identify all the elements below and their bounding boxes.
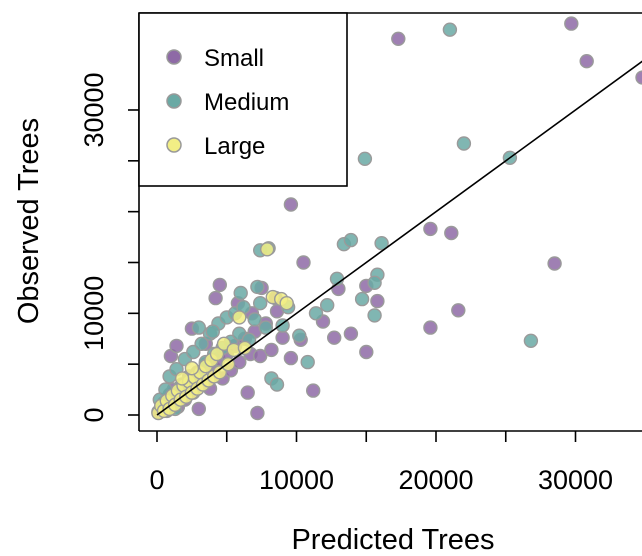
data-point-small-47 xyxy=(359,344,374,360)
data-point-small-31 xyxy=(169,338,184,354)
data-point-medium-47 xyxy=(456,136,472,151)
data-point-medium-34 xyxy=(292,328,307,343)
data-point-small-53 xyxy=(296,255,311,270)
data-point-medium-28 xyxy=(275,318,290,333)
x-axis-ticks: 0 10000 20000 30000 xyxy=(149,431,613,495)
data-point-medium-27 xyxy=(269,377,285,392)
data-point-small-63 xyxy=(635,70,642,85)
data-point-medium-35 xyxy=(300,354,315,370)
data-point-large-21 xyxy=(209,346,225,362)
legend: Small Medium Large xyxy=(138,12,348,187)
data-point-large-32 xyxy=(184,361,200,376)
x-axis-label: Predicted Trees xyxy=(291,524,494,556)
data-point-small-35 xyxy=(212,277,228,293)
data-point-small-44 xyxy=(327,330,342,345)
data-point-medium-32 xyxy=(233,285,248,301)
legend-marker-medium xyxy=(166,93,182,109)
data-point-medium-23 xyxy=(247,312,262,327)
data-points xyxy=(151,16,642,421)
data-point-small-51 xyxy=(191,401,207,417)
data-point-small-29 xyxy=(275,330,290,345)
identity-reference-line xyxy=(156,60,642,416)
legend-marker-large xyxy=(166,137,182,153)
data-point-large-31 xyxy=(260,242,275,257)
legend-marker-small xyxy=(166,49,182,65)
data-point-medium-49 xyxy=(523,333,539,348)
data-point-medium-36 xyxy=(308,306,324,321)
data-point-large-26 xyxy=(232,310,247,325)
data-point-small-62 xyxy=(579,54,594,69)
data-point-medium-44 xyxy=(374,235,389,251)
data-point-small-59 xyxy=(547,256,562,271)
data-point-medium-37 xyxy=(320,298,335,313)
data-point-large-30 xyxy=(279,296,294,311)
data-point-medium-45 xyxy=(367,275,382,290)
data-point-small-25 xyxy=(253,348,268,364)
data-point-small-60 xyxy=(391,31,406,46)
data-point-small-58 xyxy=(451,303,466,318)
legend-label-large: Large xyxy=(204,133,265,160)
data-point-small-49 xyxy=(240,385,255,400)
data-point-small-50 xyxy=(250,405,265,421)
data-point-medium-24 xyxy=(253,296,268,311)
data-point-medium-41 xyxy=(354,291,370,307)
x-tick-label-30000: 30000 xyxy=(538,465,613,495)
data-point-small-48 xyxy=(370,293,385,309)
y-tick-label-0: 0 xyxy=(79,407,109,422)
data-point-medium-25 xyxy=(258,320,273,335)
data-point-small-55 xyxy=(423,221,438,237)
data-point-small-57 xyxy=(423,320,438,335)
data-point-large-33 xyxy=(174,371,190,386)
data-point-medium-11 xyxy=(194,336,209,351)
y-axis-label: Observed Trees xyxy=(13,118,45,324)
x-tick-label-0: 0 xyxy=(149,465,164,495)
data-point-medium-50 xyxy=(442,22,458,37)
data-point-small-52 xyxy=(283,197,299,212)
y-axis-ticks: 0 10000 30000 xyxy=(79,72,139,423)
y-tick-label-30000: 30000 xyxy=(79,72,109,147)
x-tick-label-10000: 10000 xyxy=(259,465,334,495)
data-point-small-27 xyxy=(264,342,279,358)
data-point-medium-46 xyxy=(357,151,373,167)
data-point-medium-30 xyxy=(191,320,207,335)
legend-label-medium: Medium xyxy=(204,89,289,116)
data-point-medium-42 xyxy=(367,308,382,323)
data-point-small-46 xyxy=(343,326,359,341)
data-point-small-61 xyxy=(564,16,579,31)
data-point-large-27 xyxy=(237,340,253,356)
data-point-small-42 xyxy=(306,383,321,398)
data-point-small-34 xyxy=(208,290,223,306)
y-tick-label-10000: 10000 xyxy=(79,276,109,351)
data-point-small-56 xyxy=(444,225,459,241)
x-tick-label-20000: 20000 xyxy=(398,465,473,495)
data-point-medium-40 xyxy=(343,232,359,248)
data-point-medium-33 xyxy=(250,279,265,295)
data-point-small-40 xyxy=(283,350,299,366)
legend-label-small: Small xyxy=(204,45,264,72)
data-point-medium-31 xyxy=(205,324,221,339)
